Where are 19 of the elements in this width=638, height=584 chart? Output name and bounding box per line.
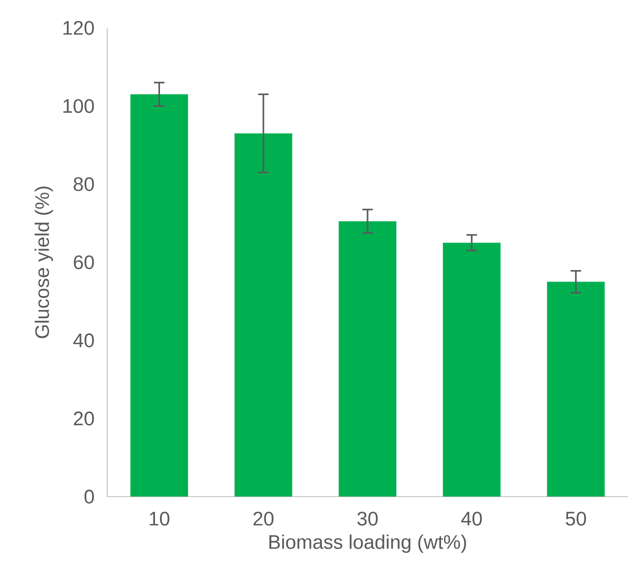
bar	[234, 133, 292, 497]
x-tick-label: 30	[357, 512, 378, 526]
y-tick-label: 120	[63, 20, 94, 35]
y-tick-label: 40	[73, 333, 94, 348]
y-tick-label: 100	[63, 99, 94, 113]
y-tick-label: 80	[74, 177, 94, 192]
y-tick-label: 20	[74, 412, 94, 426]
x-tick-label: 20	[253, 512, 274, 526]
x-tick-label: 10	[150, 512, 170, 526]
y-axis-title: Glucose yield (%)	[34, 186, 53, 338]
y-tick-label: 60	[74, 255, 94, 270]
y-tick-label: 0	[84, 490, 94, 504]
bar	[338, 221, 396, 497]
bar	[442, 242, 501, 497]
x-tick-label: 50	[566, 512, 586, 526]
bar	[130, 94, 188, 497]
bar	[547, 282, 605, 497]
x-tick-label: 40	[461, 512, 482, 526]
x-axis-title: Biomass loading (wt%)	[269, 534, 466, 553]
